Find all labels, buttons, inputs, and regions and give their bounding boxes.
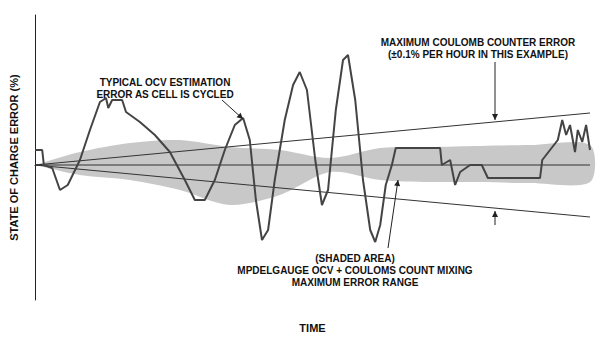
svg-text:MAXIMUM ERROR RANGE: MAXIMUM ERROR RANGE (292, 277, 419, 288)
svg-text:(±0.1% PER HOUR IN THIS EXAMPL: (±0.1% PER HOUR IN THIS EXAMPLE) (388, 49, 568, 60)
svg-text:ERROR AS CELL IS CYCLED: ERROR AS CELL IS CYCLED (96, 89, 233, 100)
svg-text:TIME: TIME (299, 322, 325, 334)
svg-text:STATE OF CHARGE ERROR (%): STATE OF CHARGE ERROR (%) (8, 74, 20, 241)
svg-text:MAXIMUM COULOMB COUNTER ERROR: MAXIMUM COULOMB COUNTER ERROR (381, 37, 576, 48)
svg-text:TYPICAL OCV ESTIMATION: TYPICAL OCV ESTIMATION (100, 77, 231, 88)
svg-text:MPDELGAUGE OCV + COULOMS COUNT: MPDELGAUGE OCV + COULOMS COUNT MIXING (237, 265, 473, 276)
svg-text:(SHADED AREA): (SHADED AREA) (315, 253, 395, 264)
